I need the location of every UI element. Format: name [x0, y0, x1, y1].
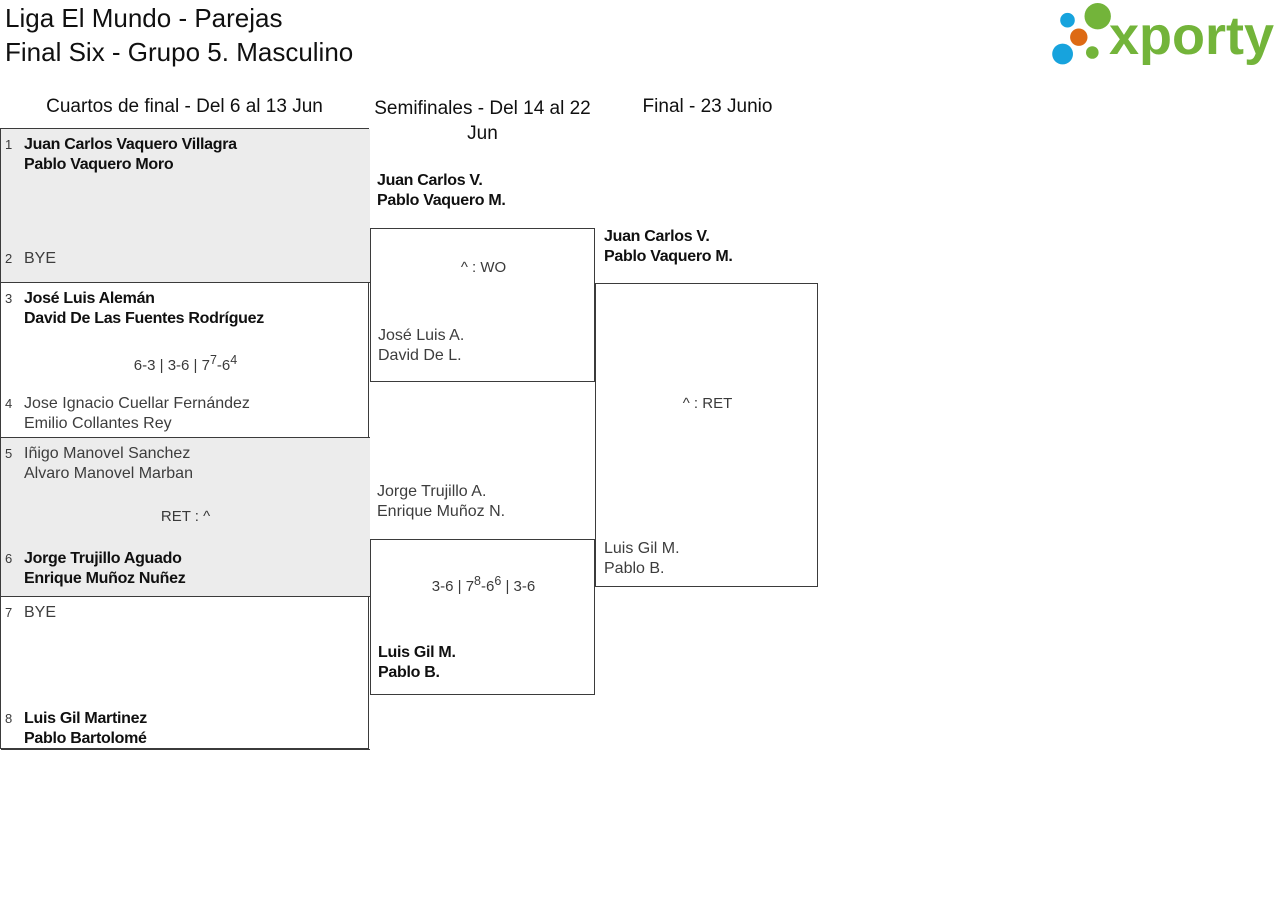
- svg-text:xporty: xporty: [1109, 6, 1274, 66]
